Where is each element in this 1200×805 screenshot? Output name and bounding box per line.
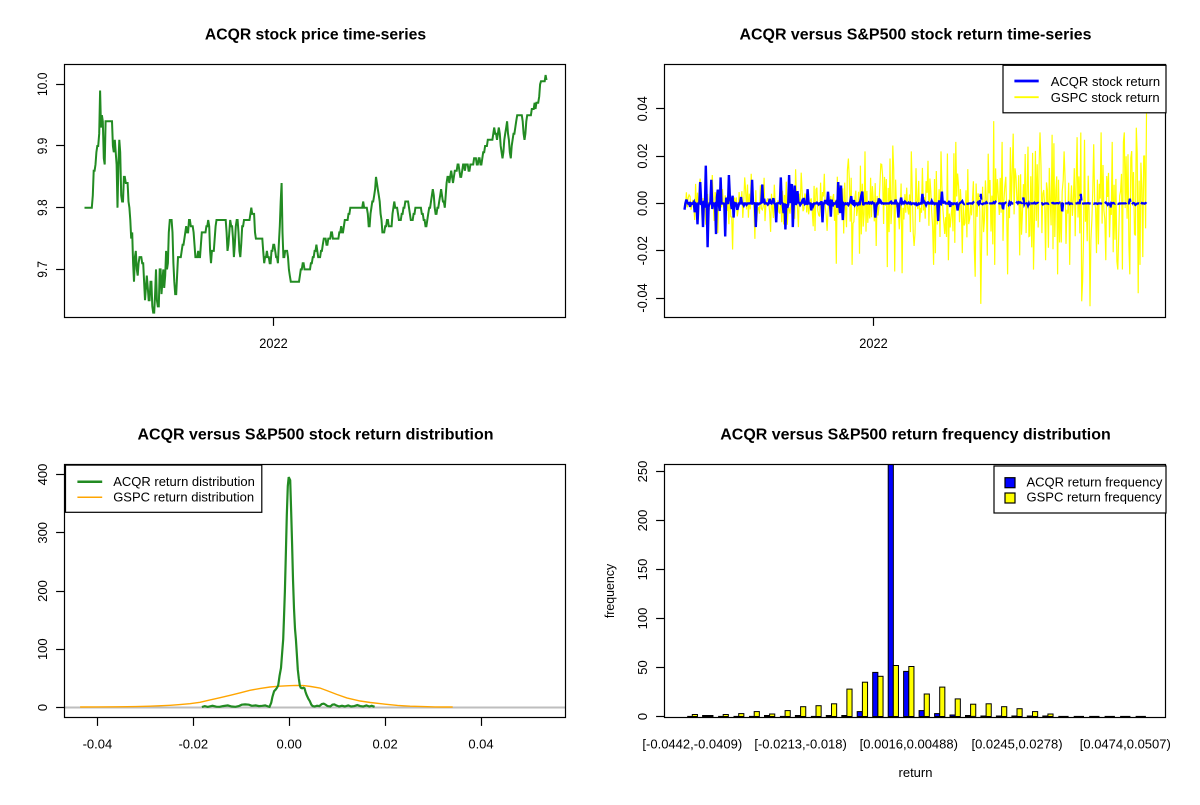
svg-text:[-0.0213,-0.018): [-0.0213,-0.018) [754,737,847,752]
svg-text:return: return [899,765,933,780]
svg-text:0: 0 [635,713,650,720]
svg-text:-0.02: -0.02 [178,737,208,752]
svg-text:GSPC stock return: GSPC stock return [1051,90,1160,105]
svg-text:100: 100 [35,638,50,660]
svg-text:200: 200 [635,510,650,532]
svg-text:-0.04: -0.04 [83,737,113,752]
svg-text:2022: 2022 [259,335,288,351]
svg-text:ACQR return distribution: ACQR return distribution [113,474,255,489]
svg-text:ACQR stock price time-series: ACQR stock price time-series [205,26,426,43]
svg-text:0.02: 0.02 [372,737,397,752]
svg-text:400: 400 [35,464,50,486]
svg-text:-0.04: -0.04 [634,283,650,312]
svg-text:GSPC return frequency: GSPC return frequency [1027,490,1163,505]
svg-text:-0.02: -0.02 [634,236,650,265]
svg-text:250: 250 [635,461,650,483]
svg-text:50: 50 [635,660,650,674]
svg-text:10.0: 10.0 [34,72,50,96]
svg-text:[0.0474,0.0507): [0.0474,0.0507) [1080,737,1171,752]
svg-text:0.00: 0.00 [277,737,302,752]
svg-text:9.9: 9.9 [34,137,50,154]
svg-text:[0.0016,0.00488): [0.0016,0.00488) [860,737,958,752]
svg-text:0.00: 0.00 [634,191,650,216]
svg-text:2022: 2022 [859,335,888,351]
svg-text:ACQR versus S&P500 stock retur: ACQR versus S&P500 stock return time-ser… [740,26,1092,43]
svg-text:300: 300 [35,522,50,544]
svg-text:ACQR versus S&P500 stock retur: ACQR versus S&P500 stock return distribu… [138,427,494,444]
svg-text:200: 200 [35,580,50,602]
svg-text:150: 150 [635,559,650,581]
svg-text:[-0.0442,-0.0409): [-0.0442,-0.0409) [642,737,742,752]
svg-text:0.04: 0.04 [634,96,650,121]
svg-text:0.02: 0.02 [634,143,650,168]
svg-text:ACQR versus S&P500 return freq: ACQR versus S&P500 return frequency dist… [720,427,1111,444]
svg-text:0: 0 [35,704,50,711]
svg-text:100: 100 [635,608,650,630]
svg-text:[0.0245,0.0278): [0.0245,0.0278) [971,737,1062,752]
svg-text:ACQR return frequency: ACQR return frequency [1027,474,1163,489]
svg-text:9.8: 9.8 [34,199,50,216]
svg-text:0.04: 0.04 [468,737,493,752]
svg-text:frequency: frequency [602,563,617,618]
svg-text:ACQR stock return: ACQR stock return [1051,74,1160,89]
svg-text:9.7: 9.7 [34,261,50,278]
svg-text:GSPC return distribution: GSPC return distribution [113,490,254,505]
